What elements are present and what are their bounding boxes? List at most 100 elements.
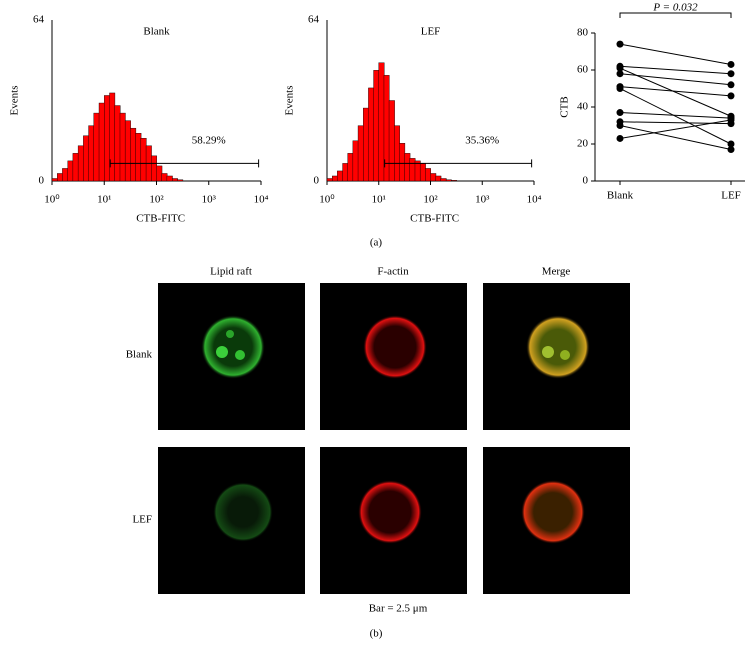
bar <box>151 155 158 182</box>
row-label: LEF <box>132 514 152 526</box>
bar <box>124 120 131 182</box>
bar <box>363 107 369 182</box>
bar <box>93 112 100 182</box>
panel-label: (a) <box>370 237 383 249</box>
bar <box>425 168 431 182</box>
bar <box>130 127 137 182</box>
x-tick-label: 10⁴ <box>527 194 542 206</box>
x-tick-label: 10⁴ <box>254 194 269 206</box>
annotation: P = 0.032 <box>652 2 698 14</box>
y-tick-label: 60 <box>577 64 589 76</box>
microscopy-panel: Lipid raft F-actin Merge Blank LEF Bar =… <box>126 266 630 640</box>
y-tick-label: 40 <box>577 101 589 113</box>
point <box>727 60 735 68</box>
bar <box>378 62 385 182</box>
bar <box>435 175 442 182</box>
x-tick-label: 10² <box>149 194 164 206</box>
bar <box>331 175 338 182</box>
pair-line <box>619 43 732 65</box>
bar <box>430 173 437 182</box>
column-label: Merge <box>542 266 571 278</box>
cell <box>226 330 234 338</box>
cell <box>235 350 245 360</box>
y-axis-label: CTB <box>559 96 571 117</box>
y-tick-label: 0 <box>583 175 589 187</box>
row-label: Blank <box>126 349 153 361</box>
pair-line <box>619 88 732 145</box>
y-tick-label: 20 <box>577 138 589 150</box>
bar <box>368 87 375 182</box>
cell <box>542 346 554 358</box>
cell <box>201 315 265 379</box>
x-axis-label: CTB-FITC <box>136 213 185 225</box>
cell <box>358 480 422 544</box>
x-tick-label: Blank <box>607 190 634 202</box>
bar <box>177 179 184 182</box>
bar <box>67 160 74 182</box>
point <box>616 70 624 78</box>
bar <box>88 125 95 182</box>
bar <box>83 135 90 182</box>
x-tick-label: 10³ <box>475 194 490 206</box>
y-tick-label: 64 <box>308 14 320 26</box>
bar <box>77 145 84 182</box>
cell <box>526 315 590 379</box>
gate-label: 58.29% <box>192 134 226 146</box>
cell <box>213 482 273 542</box>
point <box>727 92 735 100</box>
bar <box>404 153 411 182</box>
bar <box>57 173 63 182</box>
bar <box>414 160 421 182</box>
x-axis-label: CTB-FITC <box>410 213 459 225</box>
panel-label: (b) <box>370 628 383 640</box>
x-tick-label: 10² <box>423 194 438 206</box>
x-tick-label: 10¹ <box>372 194 386 206</box>
pair-line <box>619 67 732 117</box>
point <box>616 122 624 129</box>
bar <box>357 125 364 182</box>
bar <box>399 143 406 182</box>
x-tick-label: 10⁰ <box>319 194 335 206</box>
bar <box>104 95 110 182</box>
bar <box>450 180 457 182</box>
bar <box>156 165 163 182</box>
cell <box>216 346 228 358</box>
cell <box>521 480 585 544</box>
chart-title: LEF <box>421 26 441 38</box>
bar <box>394 125 400 182</box>
bar <box>445 179 452 182</box>
bar <box>119 112 126 182</box>
bar <box>337 170 344 182</box>
bar <box>98 102 105 182</box>
pair-line <box>619 73 732 86</box>
bar <box>51 178 58 182</box>
bar <box>172 178 178 182</box>
gate-label: 35.36% <box>465 134 499 146</box>
y-axis-label: Events <box>9 86 21 116</box>
pair-line <box>619 125 732 151</box>
column-label: Lipid raft <box>210 266 252 278</box>
y-tick-label: 64 <box>33 14 45 26</box>
point <box>727 140 735 148</box>
x-tick-label: 10¹ <box>97 194 111 206</box>
point <box>616 40 624 48</box>
pair-line <box>619 86 732 97</box>
bar <box>166 175 173 182</box>
point <box>727 116 735 124</box>
bar <box>109 92 116 182</box>
pair-line <box>619 65 732 75</box>
column-label: F-actin <box>377 266 409 278</box>
point <box>616 64 624 72</box>
x-tick-label: LEF <box>721 190 741 202</box>
point <box>727 70 735 78</box>
x-tick-label: 10³ <box>202 194 217 206</box>
bar <box>347 153 354 182</box>
bar <box>388 100 395 182</box>
cell <box>560 350 570 360</box>
y-tick-label: 0 <box>39 175 45 187</box>
scale-note: Bar = 2.5 μm <box>369 603 428 615</box>
cell <box>363 315 427 379</box>
y-tick-label: 80 <box>577 27 589 39</box>
bar <box>114 105 121 182</box>
